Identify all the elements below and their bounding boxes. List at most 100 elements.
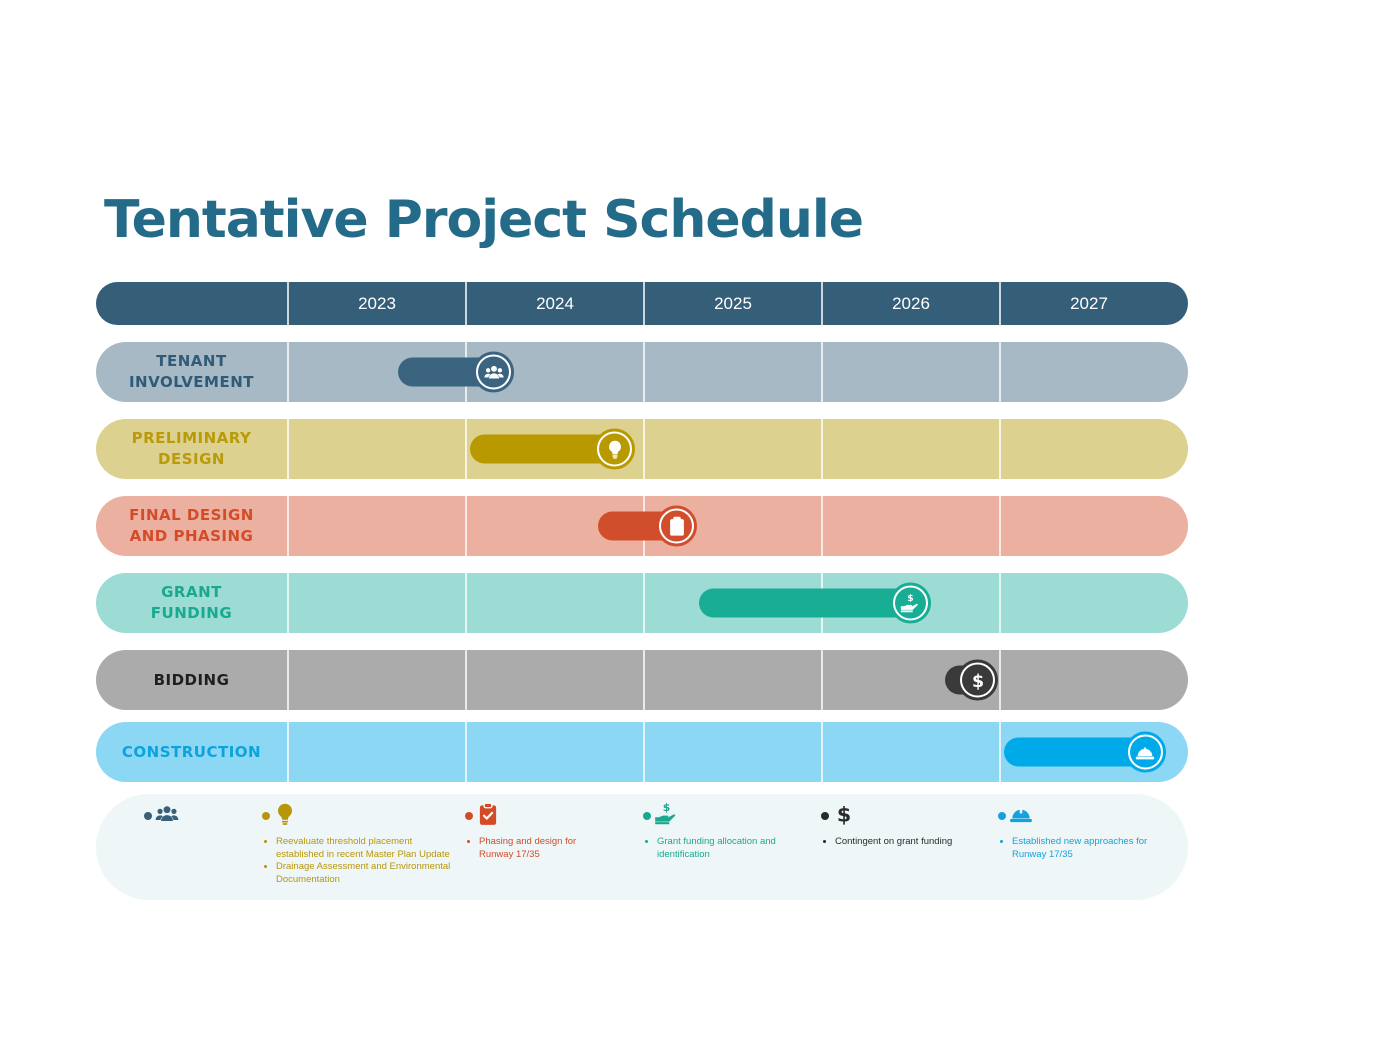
column-divider xyxy=(643,282,645,325)
schedule-row-grant-funding: GRANT FUNDING $ xyxy=(96,573,1188,633)
people-icon xyxy=(154,801,180,831)
column-divider xyxy=(465,722,467,782)
clipboard-check-icon xyxy=(661,510,693,542)
note-legend xyxy=(465,802,605,830)
column-divider xyxy=(287,573,289,633)
column-divider xyxy=(643,342,645,402)
note-list: Grant funding allocation and identificat… xyxy=(643,836,783,861)
legend-dot xyxy=(821,812,829,820)
legend-dot xyxy=(643,812,651,820)
milestone-marker xyxy=(1124,731,1166,773)
column-divider xyxy=(465,282,467,325)
svg-text:$: $ xyxy=(837,803,851,827)
hard-hat-icon xyxy=(1129,736,1161,768)
note-column-hand-dollar: $ Grant funding allocation and identific… xyxy=(643,801,783,861)
legend-dot xyxy=(262,812,270,820)
column-divider xyxy=(287,496,289,556)
note-column-clipboard-check: Phasing and design for Runway 17/35 xyxy=(465,802,605,861)
note-list: Established new approaches for Runway 17… xyxy=(998,836,1158,861)
timeline-bar: $ xyxy=(944,650,999,710)
row-label: PRELIMINARY DESIGN xyxy=(131,429,252,468)
hand-dollar-icon: $ xyxy=(653,801,679,831)
column-divider xyxy=(287,650,289,710)
note-legend xyxy=(998,802,1158,830)
column-divider xyxy=(287,342,289,402)
note-legend xyxy=(144,802,244,830)
legend-dot xyxy=(465,812,473,820)
column-divider xyxy=(999,573,1001,633)
year-header-2023: 2023 xyxy=(358,293,396,313)
column-divider xyxy=(287,722,289,782)
schedule-row-tenant-involvement: TENANT INVOLVEMENT xyxy=(96,342,1188,402)
column-divider xyxy=(821,722,823,782)
column-divider xyxy=(999,650,1001,710)
column-divider xyxy=(821,419,823,479)
column-divider xyxy=(643,722,645,782)
note-list: Phasing and design for Runway 17/35 xyxy=(465,836,605,861)
note-legend: $ xyxy=(821,802,981,830)
column-divider xyxy=(465,419,467,479)
row-label: GRANT FUNDING xyxy=(150,583,233,622)
column-divider xyxy=(287,282,289,325)
note-item: Drainage Assessment and Environmental Do… xyxy=(276,861,452,886)
note-item: Grant funding allocation and identificat… xyxy=(657,836,783,861)
hand-dollar-icon: $ xyxy=(894,587,926,619)
svg-text:$: $ xyxy=(663,801,671,814)
milestone-marker: $ xyxy=(957,659,999,701)
note-column-people xyxy=(144,802,244,830)
timeline-bar-fill xyxy=(699,588,911,618)
timeline-bar xyxy=(1003,722,1166,782)
year-header-2026: 2026 xyxy=(892,293,930,313)
note-list: Contingent on grant funding xyxy=(821,836,981,849)
note-column-dollar: $ Contingent on grant funding xyxy=(821,802,981,849)
timeline-bar xyxy=(469,419,636,479)
note-legend xyxy=(262,802,452,830)
dollar-icon: $ xyxy=(831,801,857,831)
column-divider xyxy=(465,573,467,633)
year-header-2024: 2024 xyxy=(536,293,574,313)
timeline-bar xyxy=(398,342,515,402)
svg-text:$: $ xyxy=(972,671,984,691)
schedule-row-bidding: BIDDING $ xyxy=(96,650,1188,710)
note-list: Reevaluate threshold placement establish… xyxy=(262,836,452,886)
timeline-header: 2023 2024 2025 2026 2027 xyxy=(96,282,1188,325)
column-divider xyxy=(999,722,1001,782)
note-item: Reevaluate threshold placement establish… xyxy=(276,836,452,861)
column-divider xyxy=(821,282,823,325)
lightbulb-icon xyxy=(272,801,298,831)
timeline-bar-fill xyxy=(1003,737,1146,767)
year-header-2027: 2027 xyxy=(1070,293,1108,313)
column-divider xyxy=(999,282,1001,325)
milestone-marker xyxy=(473,351,515,393)
timeline-bar-fill xyxy=(469,434,615,464)
column-divider xyxy=(999,342,1001,402)
note-item: Established new approaches for Runway 17… xyxy=(1012,836,1158,861)
column-divider xyxy=(999,419,1001,479)
note-item: Phasing and design for Runway 17/35 xyxy=(479,836,605,861)
column-divider xyxy=(465,496,467,556)
row-label: TENANT INVOLVEMENT xyxy=(128,352,255,391)
column-divider xyxy=(287,419,289,479)
column-divider xyxy=(821,496,823,556)
note-legend: $ xyxy=(643,801,783,831)
hard-hat-icon xyxy=(1008,801,1034,831)
timeline-bar xyxy=(597,496,698,556)
note-column-lightbulb: Reevaluate threshold placement establish… xyxy=(262,802,452,886)
column-divider xyxy=(821,342,823,402)
clipboard-check-icon xyxy=(475,801,501,831)
page-title: Tentative Project Schedule xyxy=(104,190,864,250)
column-divider xyxy=(643,573,645,633)
year-header-2025: 2025 xyxy=(714,293,752,313)
timeline-bar: $ xyxy=(699,573,931,633)
note-item: Contingent on grant funding xyxy=(835,836,981,849)
milestone-marker xyxy=(594,428,636,470)
column-divider xyxy=(643,650,645,710)
legend-dot xyxy=(998,812,1006,820)
svg-text:$: $ xyxy=(907,592,913,603)
notes-panel: Reevaluate threshold placement establish… xyxy=(96,794,1188,900)
column-divider xyxy=(821,650,823,710)
row-label: BIDDING xyxy=(153,670,230,689)
row-label: FINAL DESIGN AND PHASING xyxy=(129,506,254,545)
dollar-icon: $ xyxy=(962,664,994,696)
row-label: CONSTRUCTION xyxy=(121,742,262,761)
